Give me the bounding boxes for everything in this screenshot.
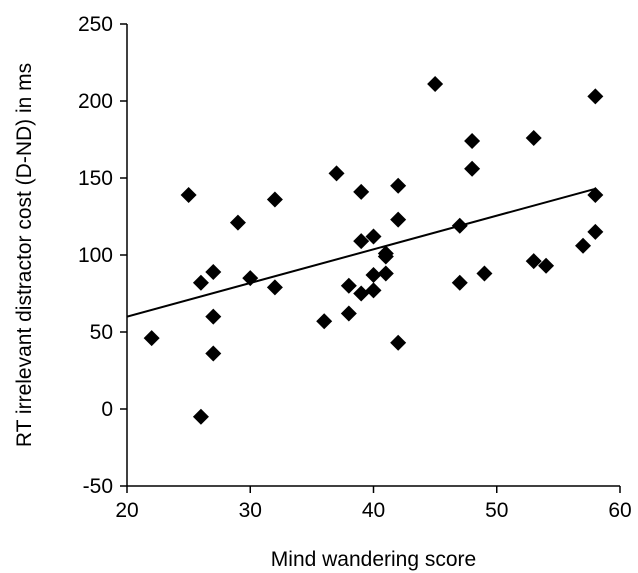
y-tick-label: -50: [83, 475, 113, 498]
data-point: [316, 313, 333, 330]
data-point: [427, 76, 444, 93]
data-point: [205, 263, 222, 280]
data-point: [205, 345, 222, 362]
data-point: [390, 334, 407, 351]
data-point: [390, 211, 407, 228]
data-point: [353, 233, 370, 250]
data-point: [377, 248, 394, 265]
x-ticks: 20 30 40 50 60: [115, 486, 632, 522]
y-tick-label: 150: [78, 167, 113, 190]
data-point: [464, 133, 481, 150]
data-point: [476, 265, 493, 282]
data-point: [587, 223, 604, 240]
data-point: [377, 265, 394, 282]
data-point: [328, 165, 345, 182]
data-point: [451, 274, 468, 291]
y-tick-label: 100: [78, 244, 113, 267]
data-point: [340, 277, 357, 294]
data-point: [180, 186, 197, 203]
data-point: [229, 214, 246, 231]
data-point: [587, 88, 604, 105]
data-point: [266, 191, 283, 208]
data-point: [192, 274, 209, 291]
data-point: [365, 282, 382, 299]
data-point: [451, 217, 468, 234]
x-tick-label: 50: [485, 499, 508, 522]
data-point: [266, 279, 283, 296]
data-point: [340, 305, 357, 322]
trendline: [126, 187, 596, 318]
y-tick-label: 200: [78, 90, 113, 113]
data-point: [390, 177, 407, 194]
data-point: [143, 330, 160, 347]
data-point: [575, 237, 592, 254]
data-point: [242, 270, 259, 287]
data-point: [365, 228, 382, 245]
x-tick-label: 60: [608, 499, 631, 522]
data-point: [587, 186, 604, 203]
x-tick-label: 40: [362, 499, 385, 522]
data-points: [143, 76, 604, 425]
data-point: [365, 267, 382, 284]
data-point: [353, 183, 370, 200]
data-point: [205, 308, 222, 325]
y-tick-label: 0: [101, 398, 113, 421]
data-point: [538, 257, 555, 274]
x-axis-title: Mind wandering score: [271, 548, 476, 571]
data-point: [464, 160, 481, 177]
data-point: [525, 253, 542, 270]
data-point: [525, 129, 542, 146]
data-point: [192, 408, 209, 425]
y-tick-label: 250: [78, 13, 113, 36]
x-tick-label: 30: [239, 499, 262, 522]
y-axis-title: RT irrelevant distractor cost (D-ND) in …: [13, 63, 36, 447]
y-tick-label: 50: [90, 321, 113, 344]
data-point: [353, 285, 370, 302]
x-tick-label: 20: [115, 499, 138, 522]
y-ticks: -50 0 50 100 150 200 250: [78, 13, 127, 498]
